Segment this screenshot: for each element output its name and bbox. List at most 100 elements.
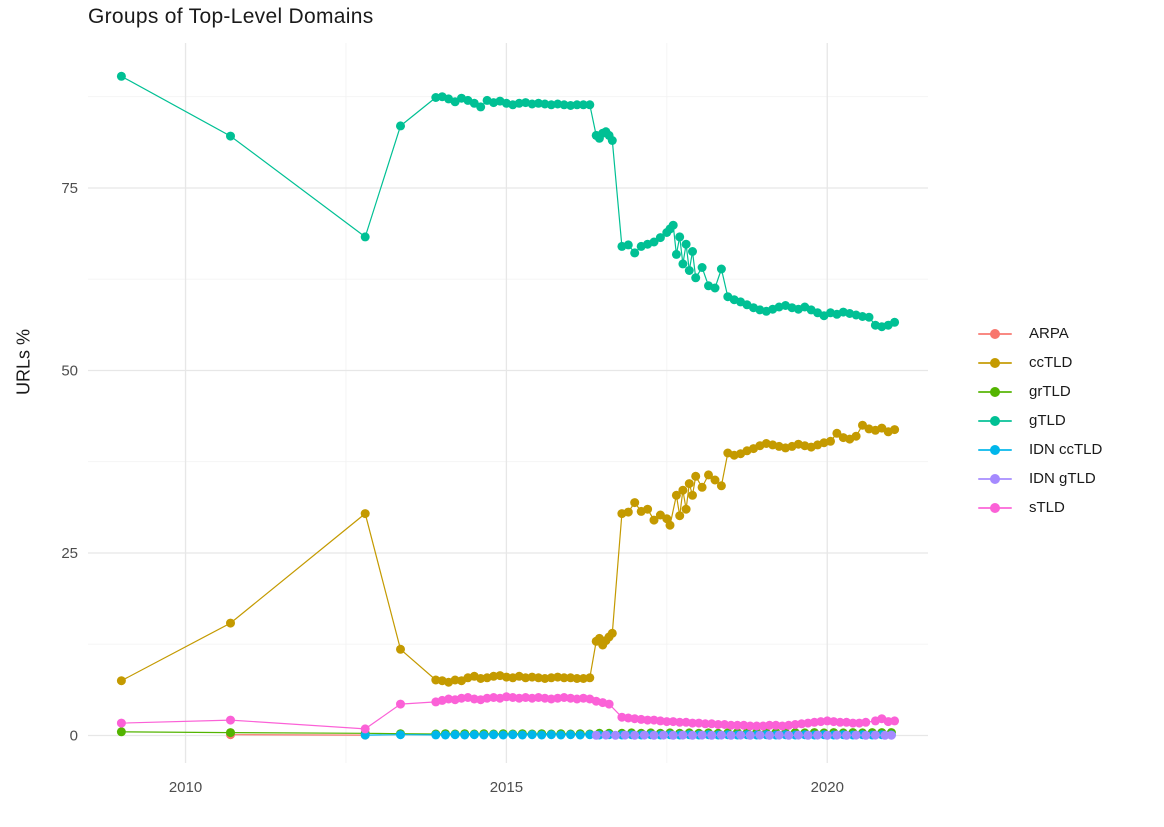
data-point-stld [668, 717, 678, 727]
data-point-gtld [688, 247, 697, 256]
data-point-idn-cctld [360, 730, 370, 740]
data-point-cctld [681, 504, 691, 514]
data-point-stld [675, 717, 685, 727]
data-point-idn-gtld [861, 730, 871, 740]
data-point-idn-cctld [537, 730, 547, 740]
data-point-cctld [678, 485, 688, 495]
data-point-idn-gtld [842, 730, 851, 740]
data-point-idn-cctld [450, 730, 460, 740]
data-point-idn-cctld [469, 730, 479, 740]
data-point-cctld [607, 628, 617, 638]
data-point-stld [861, 717, 871, 727]
data-point-cctld [360, 509, 370, 519]
data-point-cctld [704, 470, 713, 480]
data-point-idn-cctld [556, 730, 566, 740]
data-point-idn-gtld [726, 730, 736, 740]
data-point-idn-gtld [822, 730, 832, 740]
data-point-gtld [858, 312, 867, 321]
data-point-stld [482, 693, 492, 703]
legend-label: gTLD [1029, 412, 1066, 429]
data-point-cctld [832, 428, 842, 438]
legend-dot-swatch [990, 357, 1000, 368]
data-point-cctld [675, 511, 685, 521]
data-point-cctld [116, 676, 126, 686]
data-point-gtld [476, 102, 486, 112]
y-tick-label: 75 [61, 180, 78, 197]
legend-dot-swatch [990, 444, 1000, 455]
data-point-idn-cctld [489, 730, 499, 740]
data-point-grtld [116, 727, 126, 737]
data-point-idn-gtld [745, 730, 755, 740]
data-point-cctld [671, 490, 681, 500]
data-point-gtld [559, 100, 569, 110]
legend-item-arpa: ARPA [978, 319, 1102, 348]
data-point-stld [688, 718, 697, 728]
legend: ARPA ccTLD grTLD gTLD IDN ccTLD IDN gTLD sTLD [978, 319, 1102, 522]
legend-key-icon [978, 385, 1012, 399]
data-point-idn-cctld [431, 730, 441, 740]
data-point-idn-cctld [508, 730, 518, 740]
data-point-gtld [691, 273, 701, 283]
data-point-idn-gtld [755, 730, 765, 740]
data-point-idn-cctld [566, 730, 576, 740]
data-point-cctld [396, 644, 405, 654]
data-point-idn-cctld [460, 730, 470, 740]
legend-label: grTLD [1029, 383, 1071, 400]
data-point-stld [713, 720, 723, 729]
data-point-stld [745, 721, 755, 731]
data-point-stld [732, 720, 742, 730]
data-point-idn-cctld [575, 730, 585, 740]
data-point-gtld [585, 100, 595, 110]
legend-key-icon [978, 414, 1012, 428]
series-line-gtld [121, 75, 895, 328]
data-point-stld [604, 699, 614, 709]
data-point-stld [752, 721, 762, 731]
data-point-gtld [671, 249, 681, 259]
data-point-idn-gtld [678, 730, 688, 740]
x-tick-label: 2010 [169, 779, 202, 796]
data-point-idn-gtld [870, 730, 880, 740]
legend-item-idn-cctld: IDN ccTLD [978, 435, 1102, 464]
data-point-idn-gtld [707, 730, 717, 740]
data-point-cctld [630, 498, 640, 508]
data-point-idn-gtld [639, 730, 649, 740]
data-point-idn-cctld [498, 730, 508, 740]
data-point-gtld [116, 71, 126, 81]
data-point-stld [444, 694, 454, 704]
data-point-cctld [623, 507, 633, 517]
data-point-cctld [851, 431, 861, 441]
data-point-stld [848, 718, 858, 728]
data-point-idn-gtld [659, 730, 669, 740]
data-point-gtld [360, 232, 370, 242]
data-point-stld [360, 724, 370, 734]
legend-label: ARPA [1029, 325, 1069, 342]
data-point-cctld [826, 436, 835, 446]
data-point-stld [559, 693, 569, 702]
data-point-gtld [649, 237, 659, 247]
data-point-stld [643, 715, 653, 725]
data-point-stld [835, 717, 845, 727]
data-point-idn-cctld [527, 730, 537, 740]
data-point-gtld [668, 220, 678, 230]
data-point-idn-gtld [784, 730, 794, 740]
x-tick-label: 2015 [490, 779, 523, 796]
data-point-gtld [864, 312, 874, 322]
data-point-idn-gtld [886, 730, 896, 740]
data-point-gtld [396, 121, 405, 131]
data-point-cctld [684, 479, 694, 489]
legend-key-icon [978, 327, 1012, 341]
data-point-idn-gtld [793, 730, 803, 740]
data-point-cctld [521, 673, 531, 683]
data-point-cctld [688, 490, 697, 500]
data-point-idn-gtld [851, 730, 861, 740]
chart-title: Groups of Top-Level Domains [88, 5, 374, 28]
legend-item-cctld: ccTLD [978, 348, 1102, 377]
data-point-gtld [572, 100, 582, 110]
y-tick-label: 0 [70, 727, 78, 744]
data-point-stld [630, 714, 640, 724]
data-point-idn-gtld [880, 730, 890, 740]
data-point-gtld [697, 263, 707, 272]
y-tick-label: 25 [61, 545, 78, 562]
data-point-gtld [716, 264, 726, 274]
data-point-cctld [710, 475, 720, 485]
